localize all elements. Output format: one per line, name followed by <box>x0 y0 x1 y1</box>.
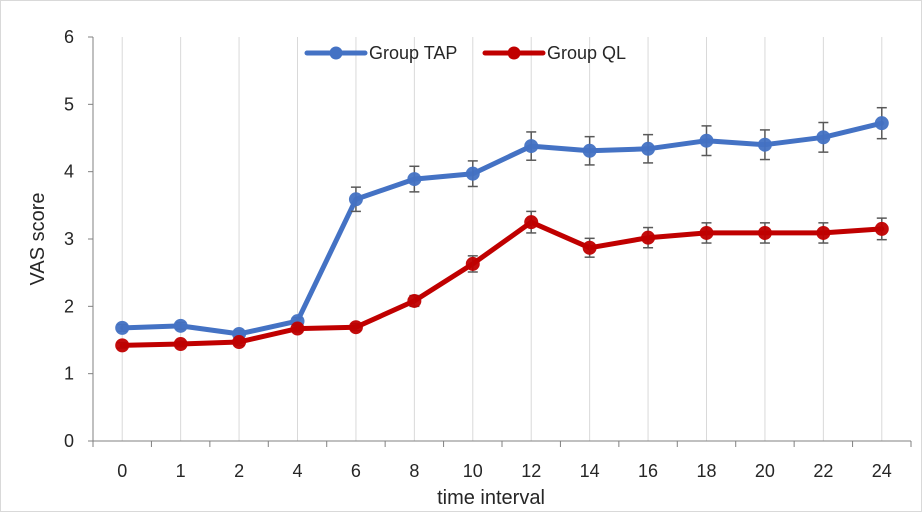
data-point <box>582 143 597 158</box>
legend-label: Group QL <box>547 43 626 63</box>
x-tick-label-10: 10 <box>463 461 483 481</box>
series-layer <box>115 106 889 353</box>
data-point <box>348 192 363 207</box>
data-point <box>524 139 539 154</box>
x-axis-label: time interval <box>437 487 545 509</box>
y-tick-label-0: 0 <box>64 431 74 451</box>
data-point <box>874 221 889 236</box>
data-point <box>173 318 188 333</box>
x-tick-label-16: 16 <box>638 461 658 481</box>
data-point <box>348 320 363 335</box>
legend-item-group-ql: Group QL <box>482 43 626 63</box>
x-tick-label-18: 18 <box>696 461 716 481</box>
y-tick-label-4: 4 <box>64 162 74 182</box>
data-point <box>465 166 480 181</box>
data-point <box>290 321 305 336</box>
series-group-ql <box>115 210 889 353</box>
x-tick-label-8: 8 <box>409 461 419 481</box>
x-tick-label-12: 12 <box>521 461 541 481</box>
x-tick-label-0: 0 <box>117 461 127 481</box>
y-tick-label-2: 2 <box>64 296 74 316</box>
x-tick-label-24: 24 <box>872 461 892 481</box>
data-point <box>173 337 188 352</box>
data-point <box>641 230 656 245</box>
legend-label: Group TAP <box>369 43 457 63</box>
y-tick-label-6: 6 <box>64 27 74 47</box>
data-point <box>582 240 597 255</box>
data-point <box>699 133 714 148</box>
legend-item-group-tap: Group TAP <box>304 43 457 63</box>
data-point <box>465 256 480 271</box>
x-tick-label-4: 4 <box>292 461 302 481</box>
series-group-tap <box>115 106 889 341</box>
data-point <box>641 141 656 156</box>
data-point <box>757 225 772 240</box>
x-tick-label-2: 2 <box>234 461 244 481</box>
data-point <box>524 215 539 230</box>
series-line <box>119 120 885 337</box>
data-point <box>699 225 714 240</box>
x-tick-label-20: 20 <box>755 461 775 481</box>
legend-swatch-marker <box>507 46 521 60</box>
legend: Group TAP Group QL <box>304 43 626 63</box>
data-point <box>816 225 831 240</box>
y-tick-label-1: 1 <box>64 364 74 384</box>
data-point <box>232 335 247 350</box>
y-tick-label-5: 5 <box>64 94 74 114</box>
legend-swatch-marker <box>329 46 343 60</box>
series-line <box>119 219 885 348</box>
x-tick-label-22: 22 <box>813 461 833 481</box>
data-point <box>115 320 130 335</box>
x-tick-label-6: 6 <box>351 461 361 481</box>
data-point <box>874 116 889 131</box>
data-point <box>757 137 772 152</box>
y-axis-label: VAS score <box>27 193 49 286</box>
x-tick-label-14: 14 <box>580 461 600 481</box>
data-point <box>407 293 422 308</box>
data-point <box>816 130 831 145</box>
data-point <box>407 172 422 187</box>
y-tick-label-3: 3 <box>64 229 74 249</box>
data-point <box>115 338 130 353</box>
x-tick-label-1: 1 <box>176 461 186 481</box>
